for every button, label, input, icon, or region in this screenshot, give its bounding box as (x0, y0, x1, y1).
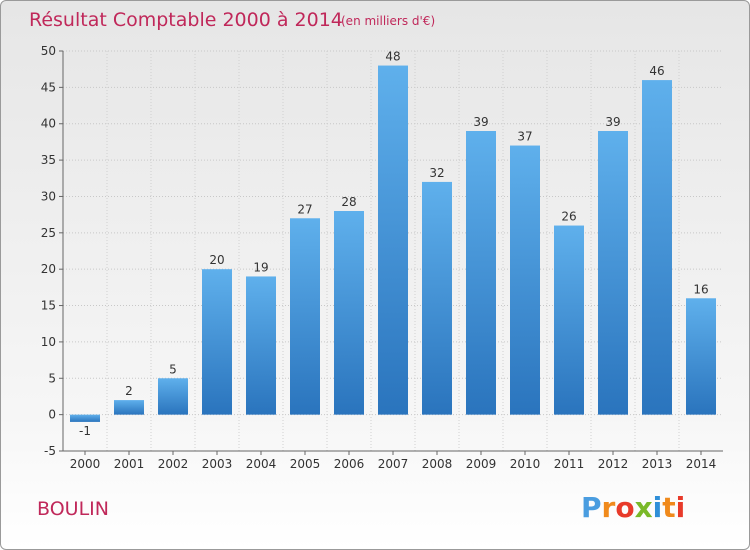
x-tick-label: 2001 (114, 457, 145, 471)
logo-letter: i (653, 491, 663, 524)
x-tick-label: 2003 (202, 457, 233, 471)
bar-2003 (202, 269, 232, 415)
bar-2010 (510, 145, 540, 415)
bar-2005 (290, 218, 320, 415)
x-tick-label: 2012 (598, 457, 629, 471)
x-tick-label: 2000 (70, 457, 101, 471)
x-tick-label: 2006 (334, 457, 365, 471)
x-tick-labels: 2000 2001 2002 2003 2004 2005 2006 2007 2008 2009… (70, 451, 717, 471)
value-label: 37 (517, 130, 532, 144)
value-label: 39 (605, 115, 620, 129)
logo-letter: o (615, 491, 634, 524)
bar-2000 (70, 414, 100, 422)
proxiti-logo: Proxiti (581, 491, 685, 524)
y-tick-label: 35 (41, 153, 56, 167)
y-tick-label: 50 (41, 44, 56, 58)
x-tick-label: 2002 (158, 457, 189, 471)
value-label: 46 (649, 64, 664, 78)
bar-2002 (158, 378, 188, 415)
bar-2013 (642, 80, 672, 415)
value-labels: -1 2 5 20 19 27 28 48 32 39 37 26 39 46 16 (79, 50, 709, 438)
x-tick-label: 2010 (510, 457, 541, 471)
value-label: -1 (79, 424, 91, 438)
bar-2009 (466, 131, 496, 415)
value-label: 27 (297, 202, 312, 216)
y-tick-label: 40 (41, 117, 56, 131)
x-tick-label: 2007 (378, 457, 409, 471)
commune-name: BOULIN (37, 498, 109, 520)
value-label: 32 (429, 166, 444, 180)
bar-2001 (114, 400, 144, 415)
y-tick-label: 30 (41, 189, 56, 203)
value-label: 20 (209, 253, 224, 267)
value-label: 28 (341, 195, 356, 209)
y-tick-label: 0 (48, 408, 56, 422)
chart-title: Résultat Comptable 2000 à 2014 (29, 9, 343, 31)
x-tick-label: 2005 (290, 457, 321, 471)
logo-letter: P (581, 491, 602, 524)
logo-letter: t (662, 491, 675, 524)
bar-2004 (246, 276, 276, 415)
value-label: 5 (169, 362, 177, 376)
value-label: 16 (693, 282, 708, 296)
bar-2008 (422, 181, 452, 415)
y-tick-label: 25 (41, 226, 56, 240)
logo-letter: r (602, 491, 616, 524)
x-tick-label: 2011 (554, 457, 585, 471)
value-label: 2 (125, 384, 133, 398)
y-tick-label: 20 (41, 262, 56, 276)
value-label: 48 (385, 50, 400, 64)
bar-2007 (378, 65, 408, 415)
x-tick-label: 2004 (246, 457, 277, 471)
logo-letter: i (676, 491, 686, 524)
x-tick-label: 2014 (686, 457, 717, 471)
y-tick-label: 45 (41, 80, 56, 94)
value-label: 19 (253, 260, 268, 274)
x-tick-label: 2013 (642, 457, 673, 471)
bar-2014 (686, 298, 716, 415)
value-label: 39 (473, 115, 488, 129)
x-tick-label: 2008 (422, 457, 453, 471)
value-label: 26 (561, 210, 576, 224)
chart-subtitle: (en milliers d'€) (341, 14, 435, 28)
bars (70, 65, 716, 422)
bar-2006 (334, 211, 364, 415)
bar-2011 (554, 225, 584, 415)
y-tick-label: 5 (48, 371, 56, 385)
x-tick-label: 2009 (466, 457, 497, 471)
bar-2012 (598, 131, 628, 415)
y-tick-label: -5 (44, 444, 56, 458)
y-tick-labels: -5 0 5 10 15 20 25 30 35 40 45 50 (41, 44, 56, 458)
y-tick-label: 15 (41, 299, 56, 313)
logo-letter: x (635, 491, 653, 524)
y-tick-label: 10 (41, 335, 56, 349)
